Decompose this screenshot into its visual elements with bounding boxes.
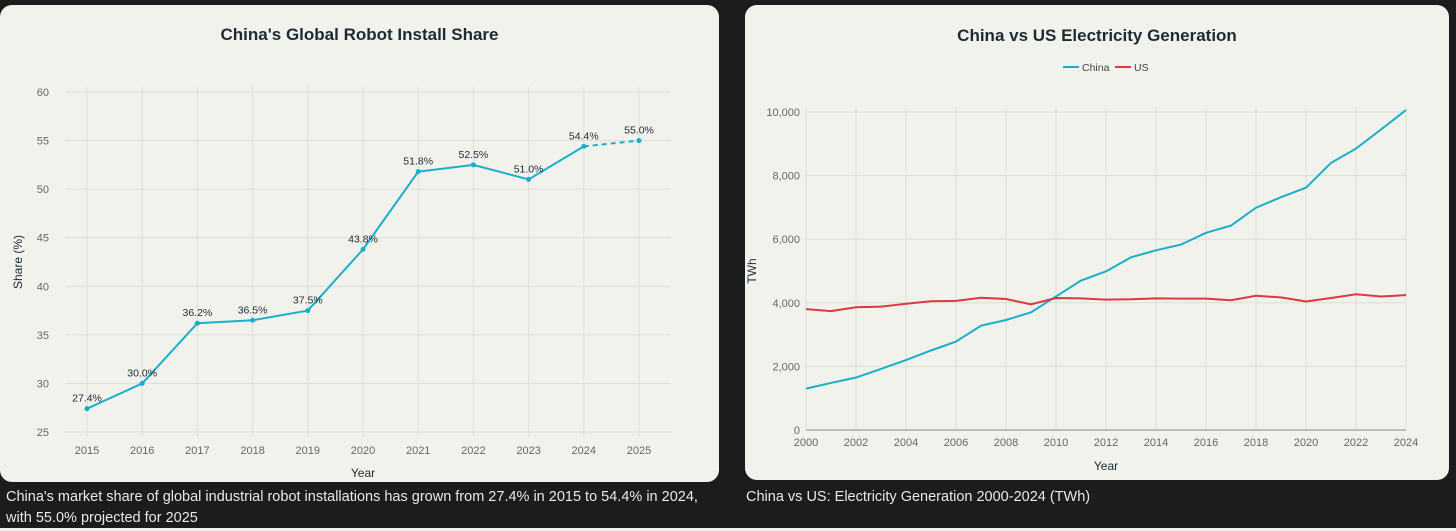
y-axis-label: TWh: [745, 258, 759, 283]
y-tick-label: 8,000: [772, 171, 800, 183]
legend-label-us: US: [1134, 62, 1149, 74]
data-point: [250, 317, 256, 323]
y-tick-label: 25: [37, 427, 49, 439]
y-tick-label: 4,000: [772, 298, 800, 310]
data-point: [360, 246, 366, 252]
x-tick-label: 2004: [894, 437, 918, 449]
y-tick-label: 2,000: [772, 361, 800, 373]
x-tick-label: 2014: [1144, 437, 1168, 449]
x-tick-label: 2012: [1094, 437, 1118, 449]
right-caption: China vs US: Electricity Generation 2000…: [746, 489, 1091, 505]
x-tick-label: 2016: [130, 445, 154, 457]
x-tick-label: 2023: [516, 445, 540, 457]
x-tick-label: 2008: [994, 437, 1018, 449]
series-line-us: [805, 293, 1407, 313]
data-label: 27.4%: [72, 393, 102, 405]
x-tick-label: 2010: [1044, 437, 1068, 449]
data-label: 52.5%: [459, 149, 489, 161]
data-label: 51.0%: [514, 163, 544, 175]
data-label: 43.8%: [348, 233, 378, 245]
x-tick-label: 2018: [240, 445, 264, 457]
x-tick-label: 2020: [1294, 437, 1318, 449]
data-label: 37.5%: [293, 295, 323, 307]
x-tick-label: 2016: [1194, 437, 1218, 449]
data-point: [415, 169, 421, 175]
data-point: [84, 406, 90, 412]
y-tick-label: 35: [37, 330, 49, 342]
data-point: [581, 143, 587, 149]
y-tick-label: 55: [37, 136, 49, 148]
electricity-chart: 0 2,000 4,000 6,000 8,000 10,000 2000 2002 2004 2…: [745, 62, 1418, 473]
x-tick-label: 2015: [75, 445, 99, 457]
left-caption: China's market share of global industria…: [6, 489, 698, 526]
legend-label-china: China: [1082, 62, 1110, 74]
y-tick-label: 0: [794, 425, 800, 437]
data-point: [470, 162, 476, 168]
data-label: 51.8%: [403, 156, 433, 168]
series-line-projected: [583, 139, 640, 148]
robot-share-chart: 25 30 35 40 45 50 55 60 2015 2016 2017 2018 2019 2020…: [11, 87, 671, 480]
electricity-chart-card: China vs US Electricity Generation 0 2,00…: [745, 5, 1449, 480]
x-tick-label: 2017: [185, 445, 209, 457]
x-tick-label: 2025: [627, 445, 651, 457]
x-tick-label: 2000: [794, 437, 818, 449]
data-label: 36.5%: [238, 304, 268, 316]
y-tick-label: 30: [37, 378, 49, 390]
data-label: 54.4%: [569, 130, 599, 142]
y-axis-label: Share (%): [11, 235, 25, 289]
bottom-strip: [0, 528, 1456, 531]
x-tick-label: 2006: [944, 437, 968, 449]
data-point: [139, 380, 145, 386]
x-tick-label: 2020: [351, 445, 375, 457]
x-tick-label: 2022: [461, 445, 485, 457]
y-tick-label: 60: [37, 87, 49, 99]
x-axis-label: Year: [351, 466, 375, 480]
chart-title: China's Global Robot Install Share: [220, 25, 499, 44]
y-tick-label: 10,000: [766, 107, 800, 119]
y-tick-label: 45: [37, 233, 49, 245]
data-label: 30.0%: [127, 367, 157, 379]
x-axis-label: Year: [1094, 459, 1118, 473]
series-line-actual: [86, 145, 585, 410]
x-tick-label: 2024: [1394, 437, 1418, 449]
series-line-china: [805, 109, 1407, 390]
y-tick-label: 50: [37, 184, 49, 196]
data-label: 36.2%: [183, 307, 213, 319]
data-point: [305, 308, 311, 314]
y-tick-label: 40: [37, 281, 49, 293]
robot-share-chart-card: China's Global Robot Install Share 25 30 3…: [0, 5, 719, 482]
data-point: [636, 138, 642, 144]
x-tick-label: 2021: [406, 445, 430, 457]
chart-title: China vs US Electricity Generation: [957, 26, 1237, 45]
x-tick-label: 2022: [1344, 437, 1368, 449]
y-tick-label: 6,000: [772, 234, 800, 246]
x-tick-label: 2002: [844, 437, 868, 449]
data-point: [526, 176, 532, 182]
x-tick-label: 2018: [1244, 437, 1268, 449]
data-point: [194, 320, 200, 326]
x-tick-label: 2024: [572, 445, 596, 457]
x-tick-label: 2019: [296, 445, 320, 457]
data-label: 55.0%: [624, 125, 654, 137]
